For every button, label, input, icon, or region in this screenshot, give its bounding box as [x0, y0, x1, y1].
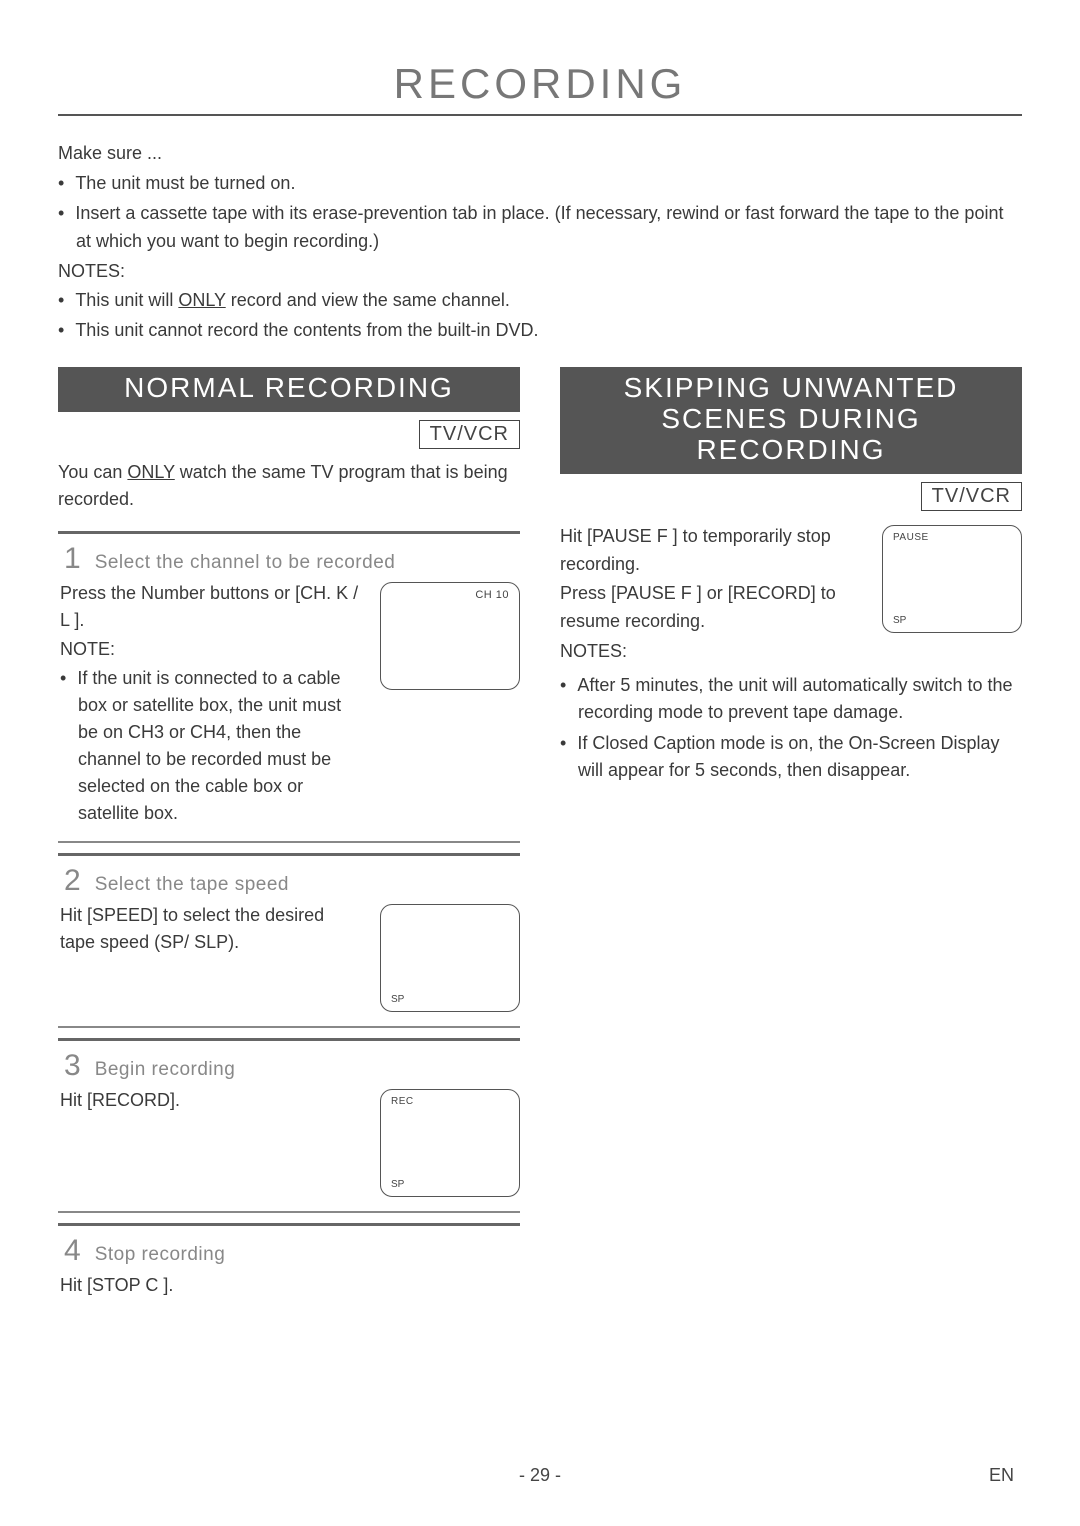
tv-bottom-left: SP	[391, 1179, 404, 1190]
note-pre: This unit will	[75, 290, 178, 310]
tv-top-left: REC	[391, 1096, 414, 1107]
step-number: 3	[64, 1049, 81, 1083]
tv-screen-icon: REC SP	[380, 1089, 520, 1197]
step-title: Begin recording	[95, 1059, 236, 1081]
tv-bottom-left: SP	[893, 615, 906, 626]
page-footer: - 29 - EN	[0, 1465, 1080, 1486]
intro-note: This unit cannot record the contents fro…	[76, 317, 1022, 345]
step-4: 4 Stop recording Hit [STOP C ].	[58, 1223, 520, 1301]
right-column: SKIPPING UNWANTED SCENES DURING RECORDIN…	[560, 367, 1022, 1301]
step-title: Select the tape speed	[95, 874, 289, 896]
tv-screen-icon: PAUSE SP	[882, 525, 1022, 633]
page-title: RECORDING	[58, 60, 1022, 116]
step-title: Stop recording	[95, 1244, 226, 1266]
right-p2: Press [PAUSE F ] or [RECORD] to resume r…	[560, 580, 866, 636]
intro-block: Make sure ... The unit must be turned on…	[58, 140, 1022, 345]
step-number: 4	[64, 1234, 81, 1268]
notes-label: NOTES:	[58, 258, 1022, 286]
note-post: record and view the same channel.	[226, 290, 510, 310]
tv-screen-icon: CH 10	[380, 582, 520, 690]
right-note: If Closed Caption mode is on, the On-Scr…	[578, 730, 1022, 784]
right-p1: Hit [PAUSE F ] to temporarily stop recor…	[560, 523, 866, 579]
only-word: ONLY	[127, 462, 174, 482]
left-lead: You can ONLY watch the same TV program t…	[58, 459, 520, 513]
step-2: 2 Select the tape speed Hit [SPEED] to s…	[58, 853, 520, 1028]
step-number: 1	[64, 542, 81, 576]
columns: NORMAL RECORDING TV/VCR You can ONLY wat…	[58, 367, 1022, 1301]
step-number: 2	[64, 864, 81, 898]
tv-top-right: CH 10	[475, 589, 509, 601]
tv-vcr-badge: TV/VCR	[419, 420, 520, 449]
tv-top-left: PAUSE	[893, 532, 929, 543]
tv-screen-icon: SP	[380, 904, 520, 1012]
only-word: ONLY	[178, 290, 225, 310]
step-title: Select the channel to be recorded	[95, 552, 396, 574]
step-body-text: Hit [RECORD].	[60, 1087, 362, 1114]
note-label: NOTE:	[60, 636, 362, 663]
step-body-text: Press the Number buttons or [CH. K / L ]…	[60, 580, 362, 634]
tv-bottom-left: SP	[391, 994, 404, 1005]
skipping-header: SKIPPING UNWANTED SCENES DURING RECORDIN…	[560, 367, 1022, 473]
intro-bullet: The unit must be turned on.	[76, 170, 1022, 198]
left-column: NORMAL RECORDING TV/VCR You can ONLY wat…	[58, 367, 520, 1301]
intro-bullet: Insert a cassette tape with its erase-pr…	[76, 200, 1022, 256]
right-note: After 5 minutes, the unit will automatic…	[578, 672, 1022, 726]
step-3: 3 Begin recording Hit [RECORD]. REC SP	[58, 1038, 520, 1213]
step-note-item: If the unit is connected to a cable box …	[78, 665, 362, 827]
make-sure-label: Make sure ...	[58, 140, 1022, 168]
intro-note: This unit will ONLY record and view the …	[76, 287, 1022, 315]
page-number: - 29 -	[0, 1465, 1080, 1486]
tv-vcr-badge: TV/VCR	[921, 482, 1022, 511]
step-1: 1 Select the channel to be recorded Pres…	[58, 531, 520, 843]
step-body-text: Hit [STOP C ].	[60, 1272, 520, 1299]
lead-pre: You can	[58, 462, 127, 482]
step-body-text: Hit [SPEED] to select the desired tape s…	[60, 902, 362, 956]
notes-label: NOTES:	[560, 638, 866, 666]
normal-recording-header: NORMAL RECORDING	[58, 367, 520, 412]
